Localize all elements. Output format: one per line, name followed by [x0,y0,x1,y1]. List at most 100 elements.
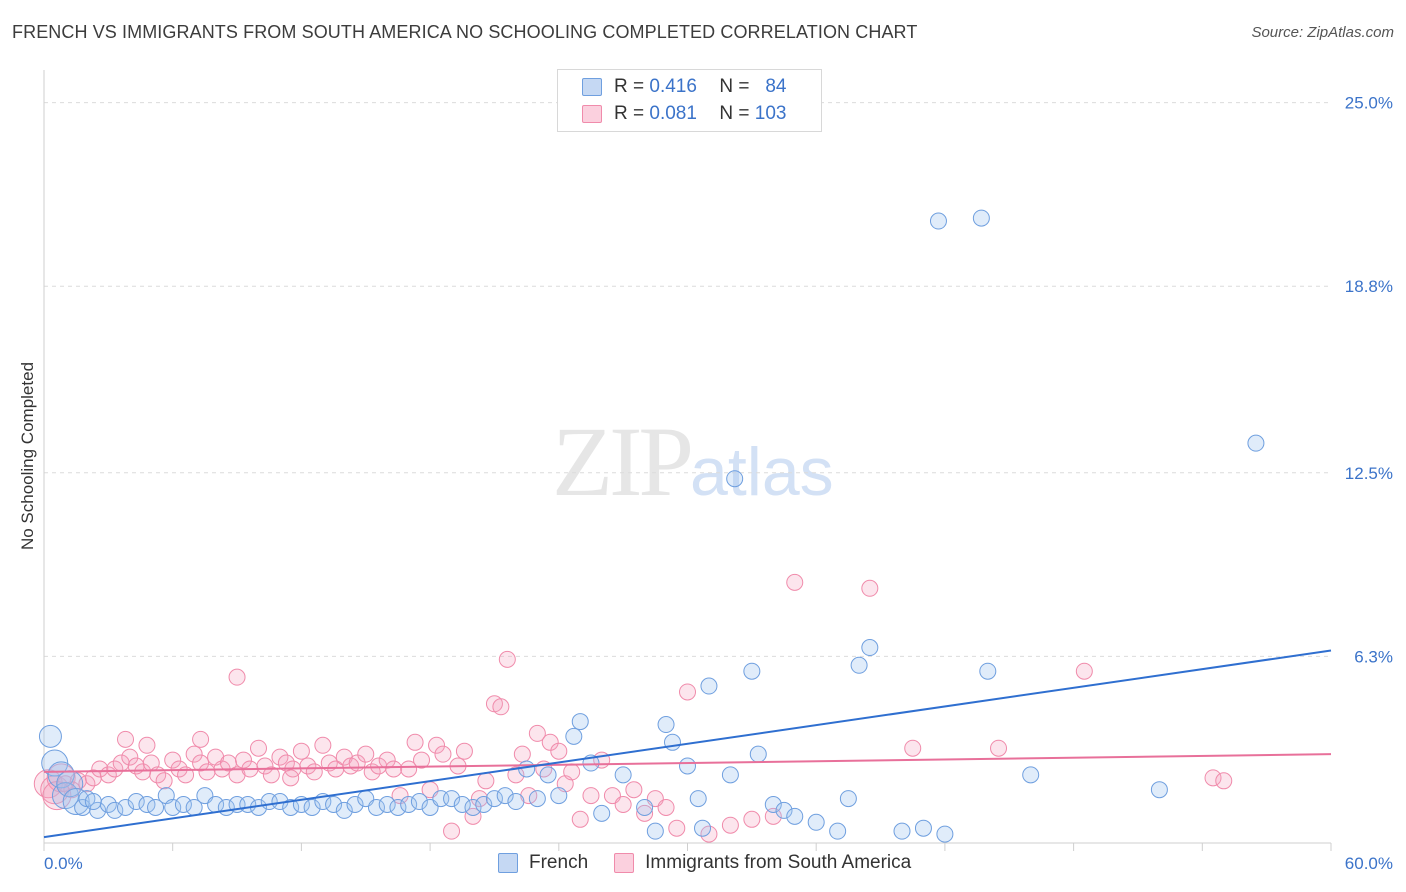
y-tick-label: 6.3% [1354,647,1393,666]
immigrants-point [155,772,173,790]
immigrants-point [700,825,718,843]
trend-lines [43,649,1332,839]
series-legend-swatch-immigrants [614,853,635,873]
french-point [367,798,385,816]
immigrants-point [513,745,531,763]
french-point [485,790,503,808]
french-point [147,798,165,816]
y-tick-label: 25.0% [1345,94,1393,113]
french-point [174,795,192,813]
french-point [726,470,744,488]
immigrants-point [550,742,568,760]
immigrants-point [400,760,418,778]
french-point [400,795,418,813]
immigrants-point [434,745,452,763]
french-point [764,795,782,813]
chart-title: FRENCH VS IMMIGRANTS FROM SOUTH AMERICA … [12,22,918,42]
french-point [164,798,182,816]
french-point [1247,434,1265,452]
immigrants-point [121,748,139,766]
y-tick-label: 18.8% [1345,277,1393,296]
immigrants-point [78,775,96,793]
immigrants-point [571,810,589,828]
series-legend-immigrants: Immigrants from South America [645,852,912,873]
legend-r-immigrants: 0.081 [649,103,697,124]
watermark: ZIPatlas [552,404,834,519]
immigrants-point [385,760,403,778]
french-point [775,801,793,819]
french-point [378,795,396,813]
immigrants-point [192,754,210,772]
immigrants-point [138,736,156,754]
french-point [914,819,932,837]
french-point [786,807,804,825]
french-point [1022,766,1040,784]
immigrants-point [357,745,375,763]
y-tick-label: 12.5% [1345,464,1393,483]
legend-swatch-french [582,78,602,96]
french-point [507,793,525,811]
french-point [861,639,879,657]
immigrants-point [721,816,739,834]
immigrants-point [477,772,495,790]
french-point [38,724,62,748]
french-point [721,766,739,784]
french-point [657,716,675,734]
legend-row-immigrants: R = 0.081 N = 103 [582,102,786,126]
immigrants-point [657,798,675,816]
immigrants-point [1075,662,1093,680]
french-point [453,795,471,813]
series-legend-french: French [529,852,589,873]
french-point [346,795,364,813]
immigrants-point [91,760,109,778]
french-point [410,793,428,811]
legend-swatch-immigrants [582,105,602,123]
x-tick-label: 60.0% [1345,854,1393,873]
immigrants-point [413,751,431,769]
immigrants-point [582,787,600,805]
french-point [979,662,997,680]
french-point [850,656,868,674]
french-point [389,798,407,816]
immigrants-point [185,745,203,763]
french-point [936,825,954,843]
immigrants-point [541,733,559,751]
immigrants-point [498,650,516,668]
french-points [38,209,1265,843]
french-point [325,795,343,813]
immigrants-points [33,573,1233,843]
french-point [282,798,300,816]
french-point [106,801,124,819]
watermark-atlas: atlas [690,434,834,510]
immigrants-point [292,742,310,760]
immigrants-point [455,742,473,760]
immigrants-point [198,763,216,781]
french-point [464,798,482,816]
immigrants-point [299,757,317,775]
french-point [62,788,90,816]
immigrants-point [743,810,761,828]
french-point [117,798,135,816]
immigrants-point [861,579,879,597]
french-point [679,757,696,775]
immigrants-point [1215,772,1233,790]
french-point [47,761,75,789]
french-point [571,713,589,731]
immigrants-point [470,790,488,808]
french-point [475,795,493,813]
french-point [972,209,990,227]
french-point [694,819,712,837]
immigrants-point [563,763,581,781]
immigrants-point [234,751,252,769]
immigrants-point [406,733,424,751]
french-point [539,766,557,784]
legend-n-immigrants: 103 [754,103,787,124]
immigrants-point [443,822,461,840]
immigrants-point [1204,769,1222,787]
french-point [84,793,102,811]
french-point [929,212,947,230]
french-point [127,793,145,811]
immigrants-point [314,736,332,754]
series-legend: French Immigrants from South America [498,852,911,874]
